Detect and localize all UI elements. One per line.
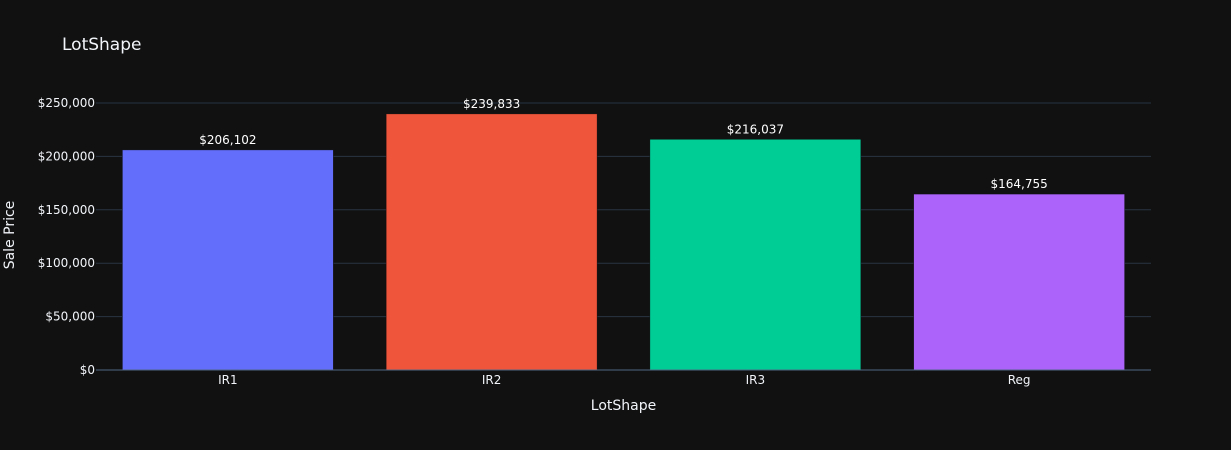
y-tick-label: $200,000 [38, 149, 95, 163]
x-axis-ticks: IR1 IR2 IR3 Reg [218, 373, 1030, 387]
y-axis-title: Sale Price [2, 201, 18, 270]
x-axis-title: LotShape [591, 398, 656, 414]
x-tick-label: IR2 [482, 373, 502, 387]
y-tick-label: $50,000 [45, 310, 95, 324]
bar-value-label: $164,755 [990, 177, 1047, 191]
bar [122, 149, 334, 371]
chart-title: LotShape [62, 35, 141, 55]
y-tick-label: $100,000 [38, 256, 95, 270]
bar [649, 139, 862, 371]
x-tick-label: IR1 [218, 373, 238, 387]
bars: $206,102 $239,833 $216,037 $164,755 [96, 97, 1151, 371]
y-axis-ticks: $0 $50,000 $100,000 $150,000 $200,000 $250,00… [38, 96, 95, 377]
y-tick-label: $150,000 [38, 203, 95, 217]
x-tick-label: IR3 [746, 373, 766, 387]
y-tick-label: $250,000 [38, 96, 95, 110]
bar-value-label: $239,833 [463, 97, 520, 111]
bar-value-label: $206,102 [199, 133, 256, 147]
bar [385, 113, 598, 371]
y-tick-label: $0 [80, 363, 95, 377]
x-tick-label: Reg [1008, 373, 1031, 387]
bar [913, 193, 1125, 371]
bar-value-label: $216,037 [727, 122, 784, 136]
